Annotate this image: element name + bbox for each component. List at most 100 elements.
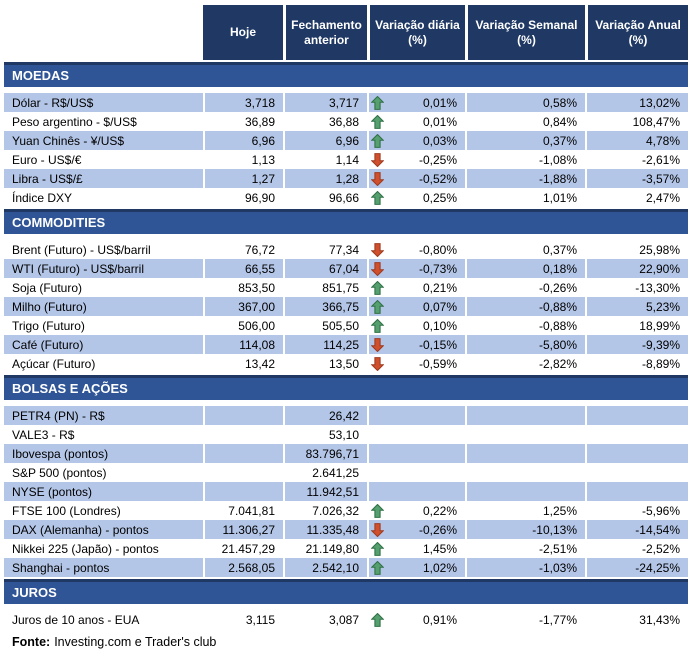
fechamento-anterior-value: 36,88: [283, 112, 367, 131]
variacao-semanal-value: 0,58%: [465, 93, 585, 112]
row-label: Soja (Futuro): [12, 280, 83, 295]
variacao-diaria-cell: 0,91%: [367, 610, 465, 629]
fechamento-anterior-value: 114,25: [283, 335, 367, 354]
row-label: Índice DXY: [12, 190, 73, 205]
down-arrow-icon: [371, 522, 386, 537]
down-arrow-icon: [371, 261, 386, 276]
source-note-text: Investing.com e Trader's club: [54, 634, 217, 649]
row-label: Dólar - R$/US$: [4, 93, 203, 112]
down-arrow-icon: [371, 242, 386, 257]
fechamento-anterior-value: 83.796,71: [283, 444, 367, 463]
table-row: Café (Futuro) 114,08 114,25 -0,15% -5,80% -9,…: [4, 335, 688, 354]
row-label: NYSE (pontos): [4, 482, 203, 501]
row-label: Juros de 10 anos - EUA: [12, 612, 140, 627]
variacao-diaria-cell: 0,10%: [367, 316, 465, 335]
up-arrow-icon: [371, 299, 386, 314]
source-note-label: Fonte:: [12, 634, 51, 649]
up-arrow-icon: [371, 503, 386, 518]
table-row: NYSE (pontos) 11.942,51: [4, 482, 688, 501]
fechamento-anterior-value: 3,717: [283, 93, 367, 112]
variacao-semanal-value: -10,13%: [465, 520, 585, 539]
variacao-anual-value: -3,57%: [585, 169, 688, 188]
variacao-anual-value: [585, 425, 688, 444]
fechamento-anterior-value: 3,087: [283, 610, 367, 629]
variacao-diaria-cell: 0,22%: [367, 501, 465, 520]
variacao-semanal-value: -2,82%: [465, 354, 585, 373]
hoje-value: 2.568,05: [203, 558, 283, 577]
table-row: DAX (Alemanha) - pontos 11.306,27 11.335,4…: [4, 520, 688, 539]
variacao-anual-value: -2,52%: [585, 539, 688, 558]
down-arrow-icon: [371, 171, 386, 186]
fechamento-anterior-value: 21.149,80: [283, 539, 367, 558]
hoje-value: [203, 463, 283, 482]
variacao-semanal-value: [465, 482, 585, 501]
row-label: S&P 500 (pontos): [12, 465, 107, 480]
row-label: WTI (Futuro) - US$/barril: [4, 259, 203, 278]
row-label: FTSE 100 (Londres): [12, 503, 121, 518]
table-row: Índice DXY 96,90 96,66 0,25% 1,01% 2,47%: [4, 188, 688, 207]
fechamento-anterior-value: 11.942,51: [283, 482, 367, 501]
variacao-semanal-value: 0,37%: [465, 240, 585, 259]
variacao-semanal-value: -0,88%: [465, 316, 585, 335]
fechamento-anterior-value: 11.335,48: [283, 520, 367, 539]
fechamento-anterior-value: 1,28: [283, 169, 367, 188]
hoje-value: 21.457,29: [203, 539, 283, 558]
row-label: Açúcar (Futuro): [12, 356, 96, 371]
fechamento-anterior-value: 1,14: [283, 150, 367, 169]
variacao-diaria-cell: 0,25%: [367, 188, 465, 207]
variacao-diaria-value: 0,03%: [422, 133, 457, 148]
table-row: Soja (Futuro) 853,50 851,75 0,21% -0,26% -13,…: [4, 278, 688, 297]
hoje-value: 506,00: [203, 316, 283, 335]
table-row: Brent (Futuro) - US$/barril 76,72 77,34 -0,…: [4, 240, 688, 259]
variacao-diaria-value: 0,01%: [422, 95, 457, 110]
table-row: Trigo (Futuro) 506,00 505,50 0,10% -0,88% 18,…: [4, 316, 688, 335]
column-header-hoje: Hoje: [203, 5, 283, 60]
variacao-semanal-value: 1,01%: [465, 188, 585, 207]
fechamento-anterior-value: 96,66: [283, 188, 367, 207]
down-arrow-icon: [371, 152, 386, 167]
up-arrow-icon: [371, 612, 386, 627]
hoje-value: 6,96: [203, 131, 283, 150]
variacao-anual-value: -5,96%: [585, 501, 688, 520]
variacao-anual-value: 4,78%: [585, 131, 688, 150]
row-label: Yuan Chinês - ¥/US$: [4, 131, 203, 150]
hoje-value: 1,27: [203, 169, 283, 188]
table-row: Euro - US$/€ 1,13 1,14 -0,25% -1,08% -2,61%: [4, 150, 688, 169]
variacao-diaria-value: 0,91%: [422, 612, 457, 627]
down-arrow-icon: [371, 337, 386, 352]
row-label: Euro - US$/€: [12, 152, 82, 167]
hoje-value: [203, 482, 283, 501]
table-row: Dólar - R$/US$ 3,718 3,717 0,01% 0,58% 13,02%: [4, 93, 688, 112]
variacao-anual-value: 18,99%: [585, 316, 688, 335]
variacao-diaria-cell: 1,45%: [367, 539, 465, 558]
table-row: Shanghai - pontos 2.568,05 2.542,10 1,02% -1…: [4, 558, 688, 577]
up-arrow-icon: [371, 541, 386, 556]
hoje-value: 367,00: [203, 297, 283, 316]
variacao-anual-value: -2,61%: [585, 150, 688, 169]
table-row: Ibovespa (pontos) 83.796,71: [4, 444, 688, 463]
table-row: VALE3 - R$ 53,10: [4, 425, 688, 444]
variacao-diaria-cell: -0,26%: [367, 520, 465, 539]
variacao-anual-value: 108,47%: [585, 112, 688, 131]
table-row: Juros de 10 anos - EUA 3,115 3,087 0,91% -1,…: [4, 610, 688, 629]
up-arrow-icon: [371, 560, 386, 575]
fechamento-anterior-value: 13,50: [283, 354, 367, 373]
variacao-diaria-cell: -0,73%: [367, 259, 465, 278]
variacao-semanal-value: -5,80%: [465, 335, 585, 354]
hoje-value: [203, 444, 283, 463]
row-label: PETR4 (PN) - R$: [4, 406, 203, 425]
variacao-anual-value: -13,30%: [585, 278, 688, 297]
variacao-diaria-cell: 0,07%: [367, 297, 465, 316]
variacao-semanal-value: [465, 425, 585, 444]
variacao-diaria-cell: -0,52%: [367, 169, 465, 188]
variacao-diaria-value: 1,02%: [422, 560, 457, 575]
fechamento-anterior-value: 2.542,10: [283, 558, 367, 577]
table-body: MOEDAS Dólar - R$/US$ 3,718 3,717 0,01% 0,58%…: [4, 62, 688, 629]
variacao-anual-value: -8,89%: [585, 354, 688, 373]
variacao-diaria-cell: -0,80%: [367, 240, 465, 259]
variacao-semanal-value: 0,37%: [465, 131, 585, 150]
variacao-anual-value: [585, 463, 688, 482]
variacao-diaria-cell: 0,21%: [367, 278, 465, 297]
table-row: WTI (Futuro) - US$/barril 66,55 67,04 -0,73…: [4, 259, 688, 278]
variacao-semanal-value: -1,03%: [465, 558, 585, 577]
